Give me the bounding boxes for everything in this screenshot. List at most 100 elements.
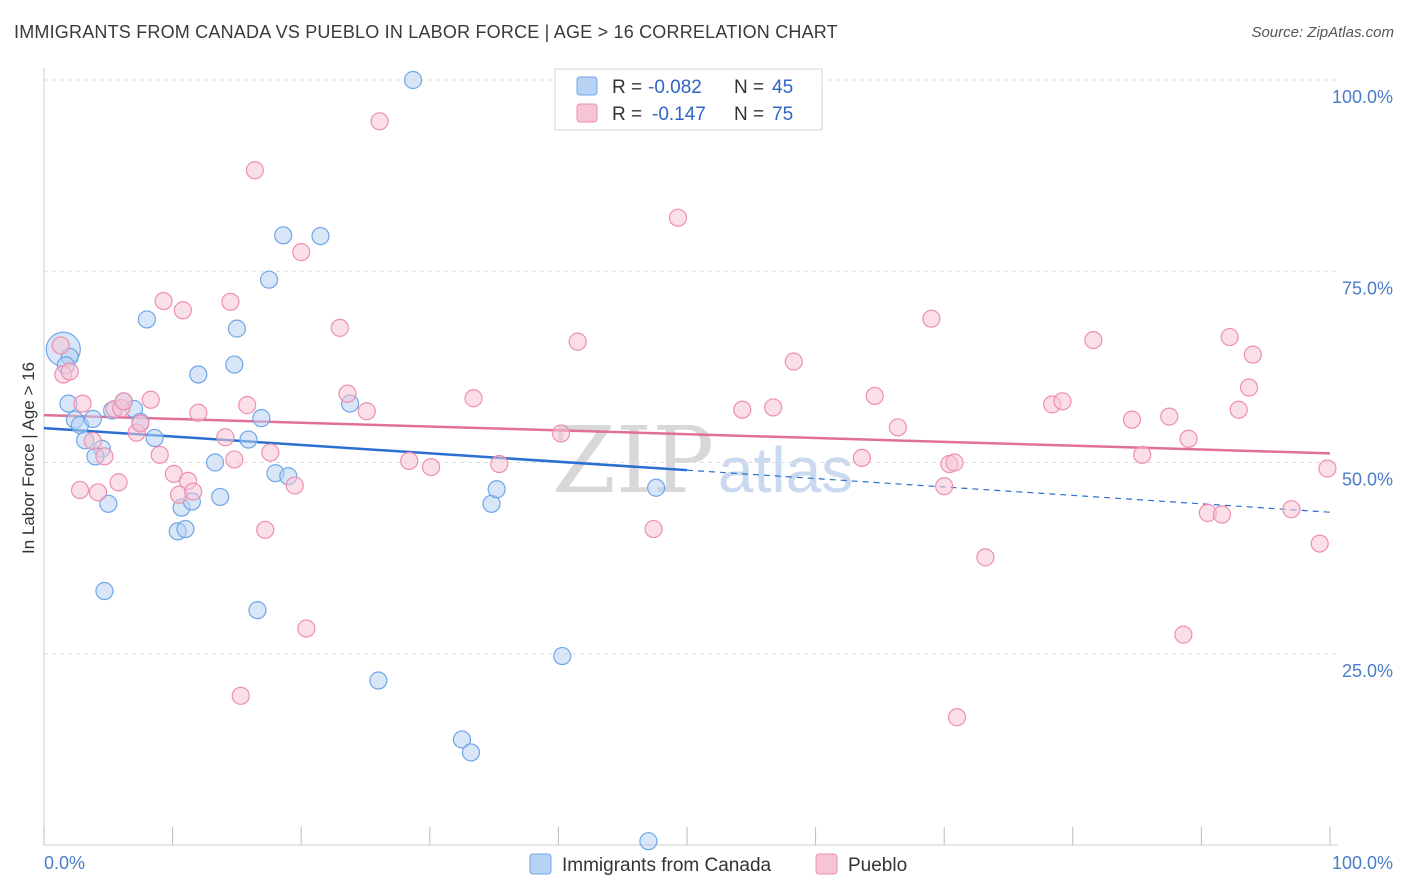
point-pueblo bbox=[865, 386, 884, 406]
point-pueblo bbox=[73, 394, 92, 413]
point-pueblo bbox=[922, 309, 941, 328]
legend-swatch-blue bbox=[576, 76, 598, 96]
point-pueblo bbox=[1160, 407, 1179, 426]
point-pueblo bbox=[551, 424, 571, 443]
point-pueblo bbox=[370, 112, 389, 131]
point-pueblo bbox=[1243, 345, 1262, 364]
point-pueblo bbox=[764, 398, 783, 417]
series-legend-label-pueblo: Pueblo bbox=[848, 855, 907, 876]
point-pueblo bbox=[245, 161, 265, 180]
point-pueblo bbox=[935, 477, 954, 496]
legend-r-value-2: -0.147 bbox=[652, 104, 706, 125]
point-pueblo bbox=[733, 400, 752, 419]
point-canada bbox=[274, 226, 293, 245]
stats-legend-box bbox=[554, 68, 823, 131]
point-pueblo bbox=[261, 443, 280, 462]
point-canada bbox=[145, 428, 164, 448]
y-tick-label: 25.0% bbox=[1342, 661, 1393, 681]
point-pueblo bbox=[1220, 327, 1239, 347]
point-pueblo bbox=[330, 318, 349, 337]
watermark-atlas: atlas bbox=[718, 434, 853, 506]
point-canada bbox=[225, 355, 244, 374]
point-canada bbox=[176, 519, 195, 539]
point-pueblo bbox=[421, 457, 441, 477]
legend-n-value-1: 45 bbox=[772, 77, 793, 98]
point-pueblo bbox=[784, 352, 803, 371]
legend-swatch-pink bbox=[576, 103, 598, 123]
point-pueblo bbox=[1053, 392, 1072, 411]
legend-n-label-2: N = bbox=[734, 104, 764, 125]
point-pueblo bbox=[1122, 410, 1142, 429]
point-canada bbox=[452, 730, 472, 749]
point-canada bbox=[95, 581, 114, 601]
point-pueblo bbox=[83, 431, 102, 451]
point-canada bbox=[639, 832, 658, 851]
y-tick-label: 75.0% bbox=[1342, 278, 1393, 298]
source-label: Source: ZipAtlas.com bbox=[1251, 24, 1394, 41]
point-pueblo bbox=[1174, 625, 1193, 644]
trend-line-canada-extension bbox=[686, 469, 1331, 513]
point-pueblo bbox=[1239, 378, 1259, 397]
point-pueblo bbox=[285, 476, 304, 495]
legend-r-label-1: R = bbox=[612, 77, 642, 98]
point-pueblo bbox=[150, 445, 169, 464]
point-pueblo bbox=[154, 291, 173, 311]
legend-n-value-2: 75 bbox=[772, 104, 793, 125]
y-tick-label: 50.0% bbox=[1342, 470, 1393, 490]
legend-r-value-1: -0.082 bbox=[648, 77, 702, 98]
point-pueblo bbox=[297, 619, 316, 638]
point-pueblo bbox=[51, 336, 70, 355]
point-pueblo bbox=[464, 389, 483, 408]
y-tick-label: 100.0% bbox=[1332, 87, 1393, 107]
watermark-zip: ZIP bbox=[552, 407, 714, 514]
point-pueblo bbox=[88, 483, 108, 502]
point-pueblo bbox=[131, 414, 150, 433]
point-pueblo bbox=[184, 482, 203, 501]
point-pueblo bbox=[216, 428, 235, 447]
point-canada bbox=[211, 487, 230, 507]
point-pueblo bbox=[1212, 505, 1232, 524]
point-pueblo bbox=[668, 208, 688, 227]
point-pueblo bbox=[1318, 459, 1337, 478]
point-pueblo bbox=[644, 519, 663, 539]
point-canada bbox=[553, 646, 572, 666]
point-canada bbox=[311, 226, 330, 246]
point-canada bbox=[239, 430, 258, 449]
series-legend: Immigrants from Canada Pueblo bbox=[529, 853, 907, 876]
axes: 100.0% 75.0% 50.0% 25.0% 0.0% 100.0% bbox=[43, 68, 1393, 873]
y-axis-label: In Labor Force | Age > 16 bbox=[19, 362, 38, 554]
point-pueblo bbox=[141, 390, 160, 409]
point-pueblo bbox=[1133, 445, 1152, 464]
series-legend-label-canada: Immigrants from Canada bbox=[562, 855, 772, 876]
point-pueblo bbox=[95, 447, 114, 466]
point-pueblo bbox=[400, 451, 419, 471]
data-points bbox=[45, 70, 1337, 851]
point-pueblo bbox=[60, 362, 79, 381]
series-legend-swatch-canada bbox=[529, 853, 552, 875]
point-pueblo bbox=[173, 301, 192, 320]
point-canada bbox=[83, 409, 102, 428]
point-canada bbox=[205, 453, 225, 472]
legend-r-label-2: R = bbox=[612, 104, 642, 125]
point-pueblo bbox=[292, 243, 311, 262]
point-canada bbox=[99, 494, 118, 513]
point-canada bbox=[248, 601, 267, 620]
point-pueblo bbox=[114, 392, 133, 411]
point-pueblo bbox=[231, 686, 250, 705]
point-canada bbox=[137, 310, 156, 329]
point-pueblo bbox=[888, 418, 908, 437]
point-pueblo bbox=[109, 473, 128, 492]
legend-n-label-1: N = bbox=[734, 77, 764, 98]
point-pueblo bbox=[1229, 400, 1248, 419]
point-pueblo bbox=[945, 453, 964, 472]
point-pueblo bbox=[70, 480, 90, 500]
point-pueblo bbox=[225, 450, 244, 469]
point-canada bbox=[461, 743, 481, 762]
point-canada bbox=[189, 365, 208, 384]
point-canada bbox=[259, 270, 279, 289]
point-pueblo bbox=[256, 520, 275, 539]
point-canada bbox=[647, 478, 666, 497]
point-pueblo bbox=[238, 396, 257, 415]
point-pueblo bbox=[947, 708, 967, 727]
